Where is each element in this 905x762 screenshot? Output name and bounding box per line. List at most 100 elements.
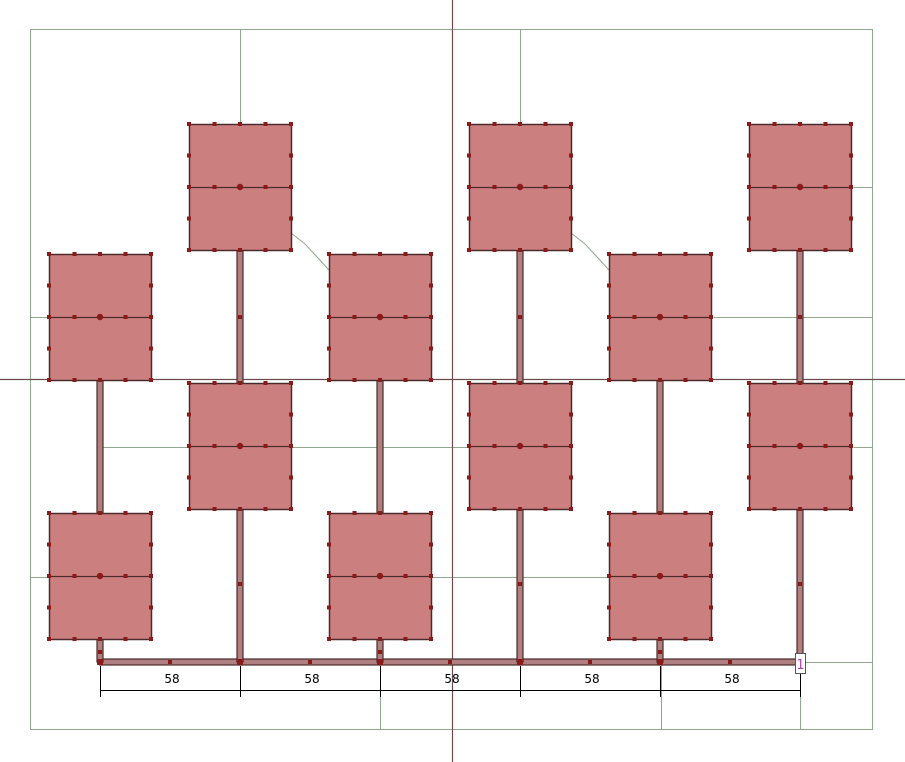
vertex-handle[interactable] (518, 122, 522, 126)
patch-center-point[interactable] (516, 442, 524, 450)
vertex-handle[interactable] (569, 248, 573, 252)
vertex-handle[interactable] (747, 216, 751, 221)
vertex-handle[interactable] (849, 153, 853, 158)
feed-line[interactable] (96, 379, 104, 514)
vertex-handle[interactable] (98, 252, 102, 256)
vertex-handle[interactable] (72, 315, 77, 319)
vertex-handle[interactable] (47, 378, 51, 382)
vertex-handle[interactable] (683, 637, 688, 641)
vertex-handle[interactable] (849, 507, 853, 511)
vertex-handle[interactable] (123, 574, 128, 578)
vertex-handle[interactable] (327, 252, 331, 256)
vertex-handle[interactable] (632, 315, 637, 319)
vertex-handle[interactable] (492, 248, 497, 252)
vertex-handle[interactable] (518, 582, 522, 586)
vertex-handle[interactable] (467, 153, 471, 158)
vertex-handle[interactable] (149, 574, 153, 578)
vertex-handle[interactable] (429, 346, 433, 351)
vertex-handle[interactable] (352, 574, 357, 578)
vertex-handle[interactable] (467, 216, 471, 221)
vertex-handle[interactable] (47, 511, 51, 515)
vertex-handle[interactable] (429, 637, 433, 641)
vertex-handle[interactable] (149, 378, 153, 382)
vertex-handle[interactable] (403, 637, 408, 641)
vertex-handle[interactable] (403, 511, 408, 515)
vertex-handle[interactable] (607, 346, 611, 351)
vertex-handle[interactable] (403, 378, 408, 382)
vertex-handle[interactable] (289, 216, 293, 221)
vertex-handle[interactable] (518, 507, 522, 511)
vertex-handle[interactable] (683, 378, 688, 382)
vertex-handle[interactable] (429, 542, 433, 547)
vertex-handle[interactable] (798, 315, 802, 319)
vertex-handle[interactable] (657, 659, 663, 665)
vertex-handle[interactable] (47, 252, 51, 256)
vertex-handle[interactable] (709, 511, 713, 515)
vertex-handle[interactable] (238, 582, 242, 586)
vertex-handle[interactable] (187, 507, 191, 511)
vertex-handle[interactable] (823, 381, 828, 385)
vertex-handle[interactable] (569, 216, 573, 221)
vertex-handle[interactable] (569, 185, 573, 189)
vertex-handle[interactable] (289, 248, 293, 252)
vertex-handle[interactable] (263, 381, 268, 385)
vertex-handle[interactable] (569, 153, 573, 158)
vertex-handle[interactable] (543, 185, 548, 189)
vertex-handle[interactable] (212, 248, 217, 252)
vertex-handle[interactable] (607, 542, 611, 547)
vertex-handle[interactable] (772, 381, 777, 385)
vertex-handle[interactable] (747, 122, 751, 126)
vertex-handle[interactable] (98, 637, 102, 641)
vertex-handle[interactable] (327, 378, 331, 382)
vertex-handle[interactable] (47, 542, 51, 547)
vertex-handle[interactable] (308, 660, 312, 664)
vertex-handle[interactable] (377, 659, 383, 665)
vertex-handle[interactable] (187, 381, 191, 385)
vertex-handle[interactable] (187, 122, 191, 126)
vertex-handle[interactable] (747, 444, 751, 448)
vertex-handle[interactable] (238, 122, 242, 126)
vertex-handle[interactable] (632, 378, 637, 382)
vertex-handle[interactable] (747, 153, 751, 158)
patch-center-point[interactable] (376, 572, 384, 580)
vertex-handle[interactable] (47, 346, 51, 351)
vertex-handle[interactable] (607, 574, 611, 578)
vertex-handle[interactable] (569, 122, 573, 126)
vertex-handle[interactable] (378, 650, 382, 654)
patch-center-point[interactable] (656, 313, 664, 321)
vertex-handle[interactable] (187, 475, 191, 480)
patch-center-point[interactable] (656, 572, 664, 580)
vertex-handle[interactable] (327, 574, 331, 578)
vertex-handle[interactable] (823, 444, 828, 448)
vertex-handle[interactable] (747, 412, 751, 417)
vertex-handle[interactable] (238, 507, 242, 511)
vertex-handle[interactable] (849, 216, 853, 221)
vertex-handle[interactable] (47, 605, 51, 610)
vertex-handle[interactable] (263, 507, 268, 511)
vertex-handle[interactable] (658, 511, 662, 515)
vertex-handle[interactable] (849, 122, 853, 126)
vertex-handle[interactable] (123, 315, 128, 319)
vertex-handle[interactable] (632, 252, 637, 256)
vertex-handle[interactable] (97, 659, 103, 665)
vertex-handle[interactable] (607, 315, 611, 319)
patch-center-point[interactable] (96, 572, 104, 580)
vertex-handle[interactable] (289, 185, 293, 189)
vertex-handle[interactable] (658, 637, 662, 641)
vertex-handle[interactable] (429, 511, 433, 515)
vertex-handle[interactable] (378, 511, 382, 515)
vertex-handle[interactable] (212, 444, 217, 448)
vertex-handle[interactable] (123, 511, 128, 515)
vertex-handle[interactable] (772, 248, 777, 252)
patch-center-point[interactable] (96, 313, 104, 321)
vertex-handle[interactable] (289, 507, 293, 511)
vertex-handle[interactable] (149, 283, 153, 288)
vertex-handle[interactable] (263, 122, 268, 126)
vertex-handle[interactable] (429, 315, 433, 319)
vertex-handle[interactable] (98, 650, 102, 654)
vertex-handle[interactable] (467, 381, 471, 385)
vertex-handle[interactable] (658, 378, 662, 382)
vertex-handle[interactable] (352, 252, 357, 256)
vertex-handle[interactable] (149, 511, 153, 515)
